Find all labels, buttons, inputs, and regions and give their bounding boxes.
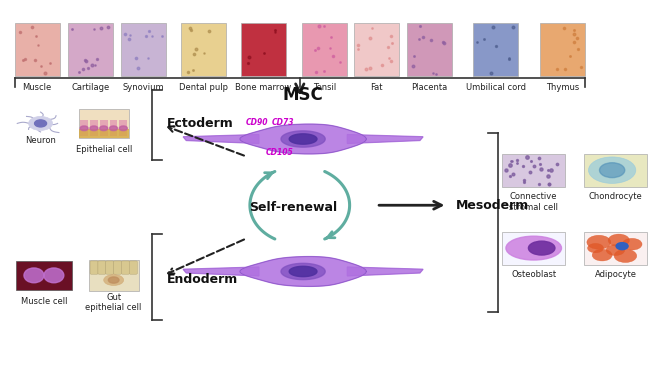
Text: MSC: MSC — [283, 86, 324, 104]
Circle shape — [587, 235, 611, 249]
Text: Connective
stromal cell: Connective stromal cell — [509, 192, 558, 212]
Circle shape — [35, 120, 47, 127]
Polygon shape — [289, 134, 317, 144]
FancyBboxPatch shape — [502, 231, 565, 265]
FancyBboxPatch shape — [109, 120, 117, 136]
Text: Gut: Gut — [106, 293, 121, 302]
Ellipse shape — [589, 157, 636, 183]
FancyBboxPatch shape — [15, 261, 72, 290]
Text: CD90: CD90 — [245, 118, 268, 127]
Text: CD73: CD73 — [272, 118, 294, 127]
Text: Chondrocyte: Chondrocyte — [589, 192, 642, 201]
FancyBboxPatch shape — [502, 154, 565, 187]
Polygon shape — [183, 267, 259, 276]
Text: Fat: Fat — [370, 83, 382, 92]
Circle shape — [616, 243, 628, 250]
FancyBboxPatch shape — [121, 261, 129, 274]
Text: CD105: CD105 — [266, 148, 294, 157]
Text: Ectoderm: Ectoderm — [167, 117, 234, 130]
FancyBboxPatch shape — [584, 231, 647, 265]
FancyBboxPatch shape — [80, 120, 88, 136]
FancyBboxPatch shape — [15, 23, 60, 76]
Text: Endoderm: Endoderm — [167, 273, 238, 286]
Circle shape — [622, 239, 642, 250]
Circle shape — [119, 126, 127, 131]
FancyBboxPatch shape — [100, 120, 108, 136]
Ellipse shape — [44, 268, 64, 283]
Text: Mesoderm: Mesoderm — [456, 199, 529, 212]
FancyBboxPatch shape — [302, 23, 347, 76]
Polygon shape — [183, 135, 259, 143]
Text: Adipocyte: Adipocyte — [595, 270, 637, 279]
Text: epithelial cell: epithelial cell — [85, 303, 142, 312]
Ellipse shape — [506, 236, 561, 260]
FancyBboxPatch shape — [89, 260, 139, 291]
FancyBboxPatch shape — [79, 129, 129, 138]
Circle shape — [90, 126, 98, 131]
Text: Epithelial cell: Epithelial cell — [75, 145, 132, 154]
Ellipse shape — [104, 274, 124, 285]
Text: Synovium: Synovium — [123, 83, 165, 92]
Text: Thymus: Thymus — [545, 83, 579, 92]
Circle shape — [80, 126, 88, 131]
Text: Placenta: Placenta — [411, 83, 448, 92]
FancyBboxPatch shape — [584, 154, 647, 187]
FancyBboxPatch shape — [68, 23, 113, 76]
Circle shape — [109, 126, 117, 131]
FancyBboxPatch shape — [539, 23, 585, 76]
Ellipse shape — [24, 268, 44, 283]
FancyBboxPatch shape — [114, 261, 122, 274]
Polygon shape — [281, 131, 325, 147]
Circle shape — [592, 249, 612, 261]
FancyBboxPatch shape — [121, 23, 166, 76]
Polygon shape — [240, 256, 366, 286]
FancyBboxPatch shape — [90, 261, 98, 274]
FancyBboxPatch shape — [180, 23, 226, 76]
Text: Self-renewal: Self-renewal — [249, 201, 337, 214]
FancyBboxPatch shape — [240, 23, 286, 76]
FancyBboxPatch shape — [79, 109, 129, 138]
Circle shape — [100, 126, 108, 131]
FancyBboxPatch shape — [474, 23, 518, 76]
Circle shape — [608, 234, 629, 247]
FancyBboxPatch shape — [98, 261, 106, 274]
Ellipse shape — [599, 163, 625, 178]
Text: Umbilical cord: Umbilical cord — [466, 83, 526, 92]
FancyBboxPatch shape — [119, 120, 127, 136]
Circle shape — [29, 117, 53, 131]
Text: Dental pulp: Dental pulp — [179, 83, 228, 92]
FancyBboxPatch shape — [129, 261, 137, 274]
Text: Tonsil: Tonsil — [313, 83, 336, 92]
Circle shape — [606, 245, 625, 255]
Ellipse shape — [109, 277, 119, 283]
FancyBboxPatch shape — [354, 23, 399, 76]
Polygon shape — [347, 267, 423, 276]
Polygon shape — [347, 135, 423, 143]
Text: Osteoblast: Osteoblast — [511, 270, 556, 279]
Circle shape — [614, 249, 637, 262]
Text: Neuron: Neuron — [25, 136, 56, 145]
Text: Muscle cell: Muscle cell — [21, 297, 67, 306]
Ellipse shape — [528, 241, 555, 255]
Polygon shape — [240, 124, 366, 154]
FancyBboxPatch shape — [90, 120, 98, 136]
Polygon shape — [289, 266, 317, 277]
Text: Bone marrow: Bone marrow — [235, 83, 291, 92]
Polygon shape — [281, 263, 325, 280]
FancyBboxPatch shape — [407, 23, 452, 76]
FancyBboxPatch shape — [106, 261, 114, 274]
Circle shape — [587, 244, 603, 253]
Text: Muscle: Muscle — [23, 83, 52, 92]
Text: Cartilage: Cartilage — [71, 83, 109, 92]
